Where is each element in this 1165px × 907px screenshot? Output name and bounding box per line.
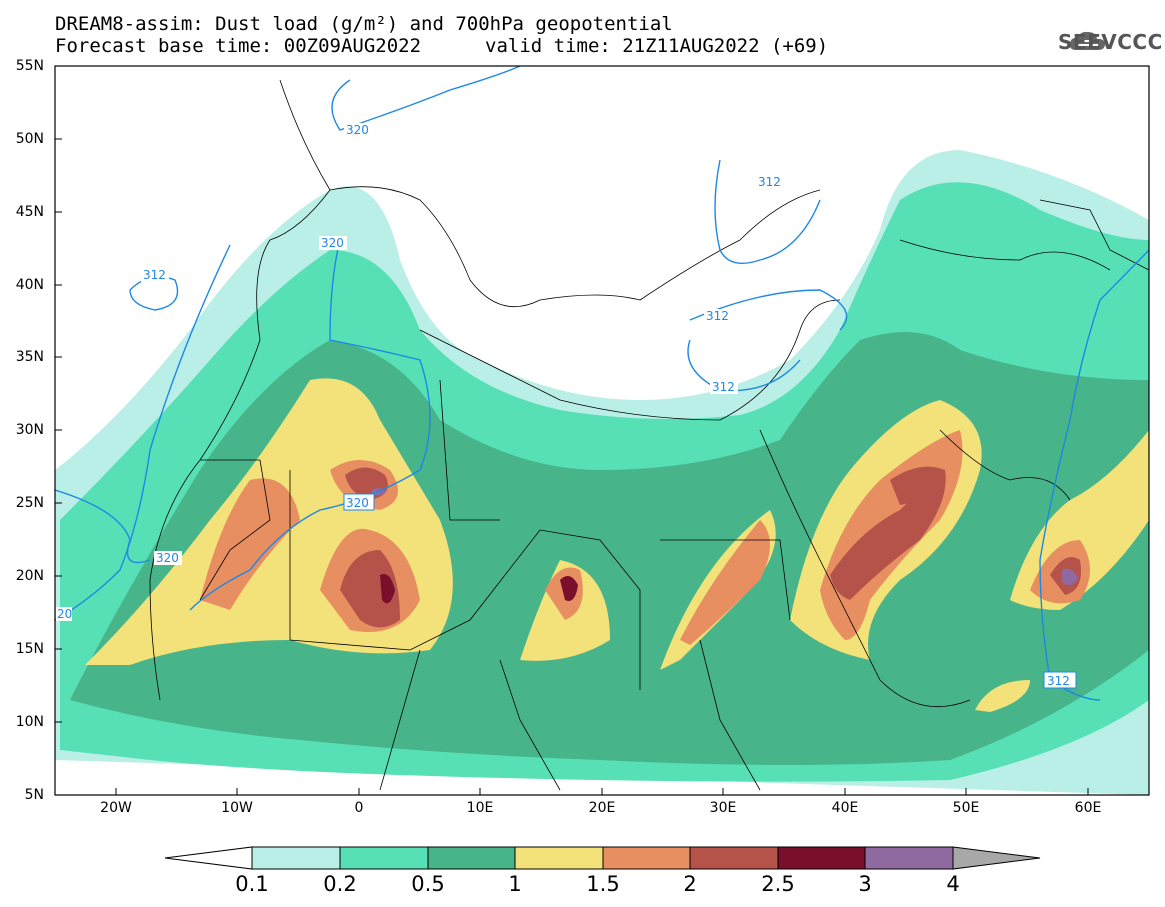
lat-label: 5N bbox=[24, 787, 44, 803]
lat-label: 15N bbox=[15, 641, 44, 657]
lon-label: 0 bbox=[354, 800, 364, 816]
geopotential-contours bbox=[55, 66, 1149, 701]
valid-time: valid time: 21Z11AUG2022 (+69) bbox=[485, 35, 829, 57]
lon-label: 20W bbox=[100, 800, 132, 816]
colorbar-label: 1.5 bbox=[586, 872, 620, 896]
colorbar-label: 2.5 bbox=[761, 872, 795, 896]
dust-region-very-high bbox=[200, 478, 300, 610]
forecast-base-time: Forecast base time: 00Z09AUG2022 bbox=[55, 35, 422, 57]
lon-label: 40E bbox=[831, 800, 859, 816]
lat-label: 25N bbox=[15, 495, 44, 511]
contour-label: 20 bbox=[57, 607, 72, 621]
lat-label: 45N bbox=[15, 204, 44, 220]
axis-ticks bbox=[55, 65, 1089, 796]
contour-label: 320 bbox=[346, 496, 369, 510]
contour-label: 312 bbox=[1047, 674, 1070, 688]
cloud-logo-icon bbox=[1069, 31, 1105, 50]
lon-label: 50E bbox=[952, 800, 980, 816]
dust-region-extreme bbox=[340, 550, 400, 628]
contour-labels: 320 320 312 320 312 312 312 320 20 312 bbox=[56, 123, 1077, 689]
lon-label: 30E bbox=[709, 800, 737, 816]
lon-label: 10E bbox=[466, 800, 494, 816]
contour-label: 312 bbox=[143, 268, 166, 282]
contour-label: 320 bbox=[321, 236, 344, 250]
country-borders bbox=[149, 79, 1149, 791]
contour-label: 320 bbox=[156, 551, 179, 565]
contour-label: 312 bbox=[712, 380, 735, 394]
colorbar-label: 0.5 bbox=[411, 872, 445, 896]
contour-label: 320 bbox=[346, 123, 369, 137]
lat-label: 20N bbox=[15, 568, 44, 584]
colorbar-label: 0.1 bbox=[235, 872, 269, 896]
lat-label: 55N bbox=[15, 58, 44, 74]
lon-label: 60E bbox=[1074, 800, 1102, 816]
map-title: DREAM8-assim: Dust load (g/m²) and 700hP… bbox=[55, 13, 673, 35]
colorbar-label: 1 bbox=[508, 872, 522, 896]
lat-label: 30N bbox=[15, 422, 44, 438]
colorbar-label: 0.2 bbox=[323, 872, 357, 896]
lat-label: 10N bbox=[15, 714, 44, 730]
colorbar-label: 3 bbox=[858, 872, 872, 896]
lat-label: 40N bbox=[15, 277, 44, 293]
lon-label: 10W bbox=[221, 800, 253, 816]
lat-label: 50N bbox=[15, 131, 44, 147]
logo-text: SEEVCCC bbox=[1058, 30, 1163, 54]
colorbar bbox=[164, 846, 1041, 870]
colorbar-label: 4 bbox=[946, 872, 960, 896]
colorbar-label: 2 bbox=[683, 872, 697, 896]
lat-label: 35N bbox=[15, 349, 44, 365]
contour-label: 312 bbox=[758, 175, 781, 189]
contour-label: 312 bbox=[706, 309, 729, 323]
lon-label: 20E bbox=[588, 800, 616, 816]
